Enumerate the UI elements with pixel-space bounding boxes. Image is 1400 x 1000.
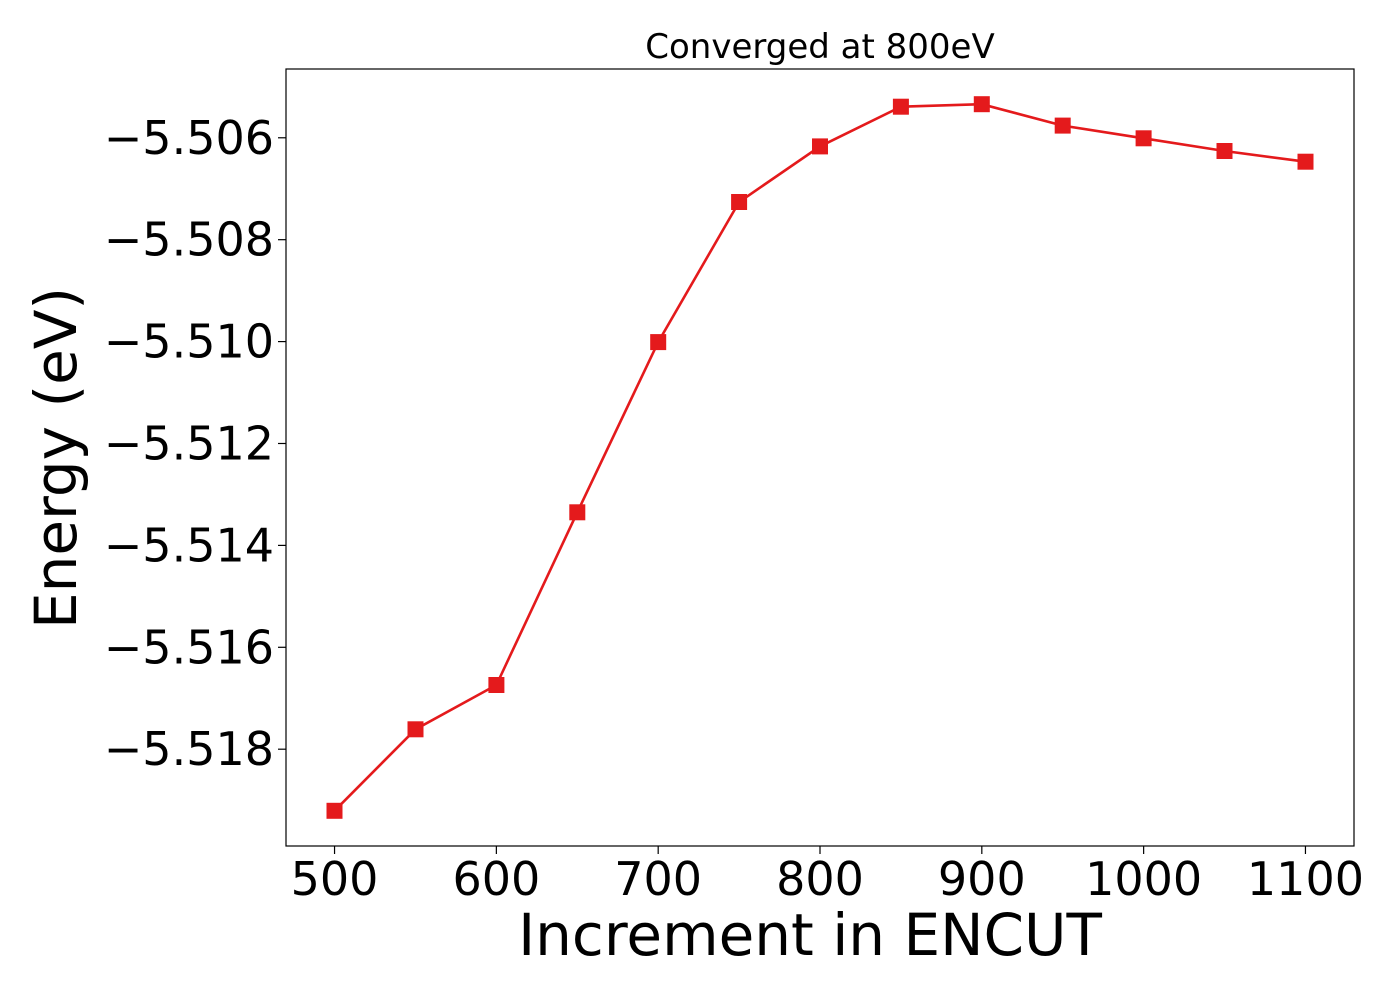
data-point-marker <box>973 96 990 113</box>
data-point-marker <box>812 138 828 155</box>
plot-area <box>285 68 1355 847</box>
x-tick-label: 900 <box>938 852 1026 906</box>
x-tick-label: 700 <box>614 852 702 906</box>
y-tick-label: −5.508 <box>104 213 274 267</box>
x-tick-label: 600 <box>452 852 540 906</box>
x-tick-label: 1000 <box>1085 852 1202 906</box>
data-point-marker <box>1054 117 1071 134</box>
data-point-marker <box>1216 143 1233 159</box>
y-tick-label: −5.512 <box>104 416 274 470</box>
data-point-marker <box>1135 130 1152 147</box>
data-point-marker <box>731 194 748 210</box>
x-tick-label: 500 <box>291 852 379 906</box>
data-point-marker <box>1297 153 1314 170</box>
y-tick-label: −5.514 <box>104 518 274 572</box>
x-axis-label: Increment in ENCUT <box>518 901 1102 969</box>
data-point-marker <box>488 677 505 693</box>
data-point-marker <box>650 334 667 351</box>
y-tick-label: −5.506 <box>104 111 274 165</box>
y-tick-label: −5.518 <box>104 722 274 776</box>
y-tick-label: −5.510 <box>104 315 274 369</box>
chart-title: Converged at 800eV <box>645 27 994 67</box>
data-point-marker <box>892 98 909 115</box>
x-tick-label: 800 <box>776 852 864 906</box>
data-point-marker <box>326 802 343 819</box>
data-point-marker <box>407 721 424 738</box>
y-tick-label: −5.516 <box>104 620 274 674</box>
x-axis: 500 600 700 800 900 1000 1100 <box>291 846 1364 906</box>
x-tick-label: 1100 <box>1247 852 1364 906</box>
series-markers <box>326 96 1314 819</box>
series-line <box>333 102 1306 812</box>
data-point-marker <box>569 504 586 521</box>
y-axis-label: Energy (eV) <box>22 287 90 629</box>
y-axis: −5.518 −5.516 −5.514 −5.512 −5.510 −5.508 −5.5… <box>104 111 286 776</box>
